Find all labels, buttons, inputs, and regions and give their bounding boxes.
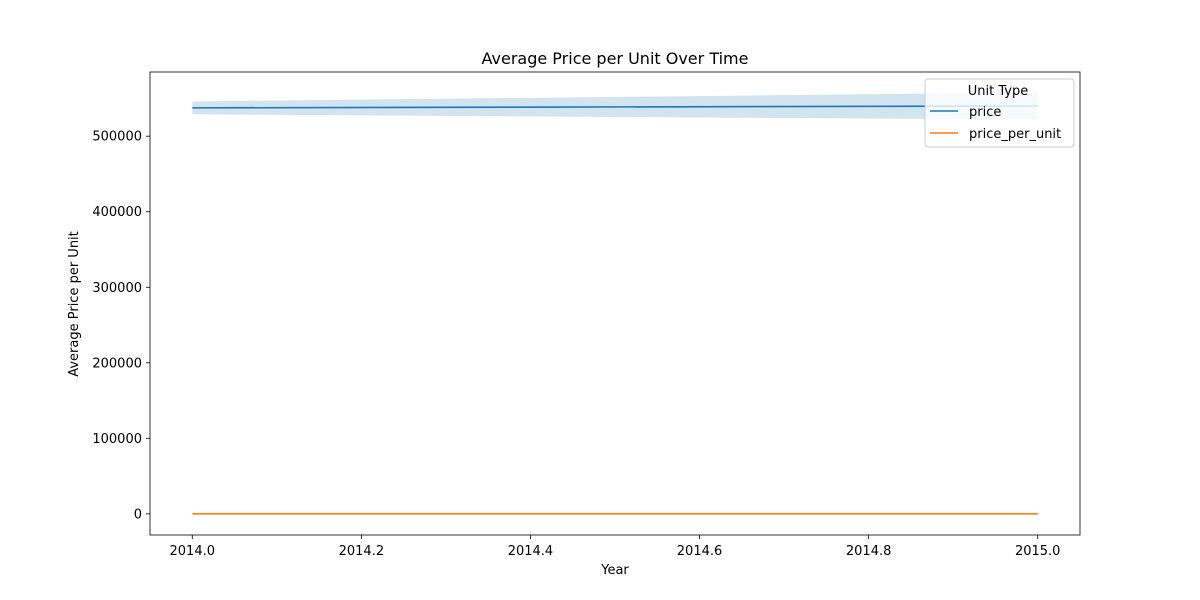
y-axis: 0 100000 200000 300000 400000 500000 — [92, 130, 150, 522]
legend-label-price-per-unit: price_per_unit — [969, 127, 1061, 142]
legend-frame — [924, 78, 1075, 148]
x-tick-label: 2014.2 — [339, 544, 385, 559]
series-line-price — [192, 105, 1038, 109]
x-tick-label: 2015.0 — [1015, 544, 1061, 559]
x-axis: 2014.0 2014.2 2014.4 2014.6 2014.8 2015.0 — [170, 535, 1061, 559]
y-tick-label: 0 — [134, 507, 142, 522]
plot-area — [192, 92, 1038, 515]
legend-title: Unit Type — [968, 84, 1028, 99]
legend-label-price: price — [969, 105, 1001, 120]
plot-frame — [149, 71, 1081, 536]
y-tick-label: 300000 — [92, 281, 142, 296]
y-tick-label: 500000 — [92, 130, 142, 145]
legend: Unit Type price price_per_unit — [924, 78, 1075, 148]
x-tick-label: 2014.6 — [677, 544, 723, 559]
x-tick-label: 2014.0 — [170, 544, 216, 559]
confidence-band-price — [192, 92, 1038, 120]
x-tick-label: 2014.8 — [846, 544, 892, 559]
y-tick-label: 100000 — [92, 432, 142, 447]
y-tick-label: 200000 — [92, 356, 142, 371]
y-tick-label: 400000 — [92, 205, 142, 220]
x-tick-label: 2014.4 — [508, 544, 554, 559]
chart-title: Average Price per Unit Over Time — [482, 49, 749, 68]
y-axis-label: Average Price per Unit — [67, 231, 82, 377]
x-axis-label: Year — [600, 563, 629, 578]
